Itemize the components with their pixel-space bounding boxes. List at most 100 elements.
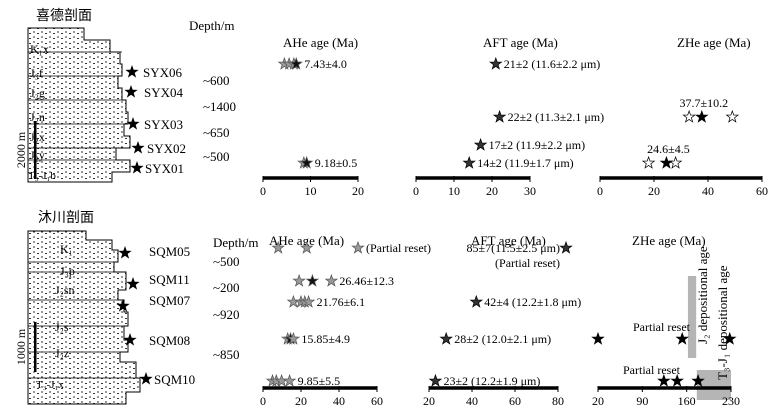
aft-age-star-icon (493, 110, 506, 123)
aft-age-label: 28±2 (12.0±2.1 μm) (454, 332, 551, 346)
section-2-column (27, 230, 141, 405)
formation-label: J₂z (55, 346, 69, 360)
depth-value: ~500 (213, 254, 240, 269)
sample-star-icon (126, 277, 140, 290)
ahe-grain-star-icon (292, 274, 306, 287)
axis-tick-label: 0 (260, 184, 266, 198)
axis-tick-label: 0 (260, 394, 266, 408)
section-1-column (27, 27, 131, 183)
aft-panel-section-2: 20 40 60 80 85±7(11.5±2.5 μm)(Partial reset)… (423, 241, 581, 408)
formation-label: J₂y (30, 148, 45, 162)
sample-label: SQM10 (154, 372, 195, 387)
section-2-title: 沐川剖面 (38, 210, 94, 226)
aft-age-label: 85±7(11.5±2.5 μm) (467, 241, 561, 255)
formation-label: J₃p (60, 264, 75, 278)
aft-age-label: 23±2 (12.2±1.9 μm) (443, 374, 540, 388)
t3-j1-depositional-age-label: T₃-J₁ depositional age (715, 265, 730, 380)
j2-depositional-age-label: J₂ depositional age (695, 246, 710, 344)
axis-tick-label: 80 (552, 394, 564, 408)
ahe-panel-section-2: 0 20 40 60 (Partial reset) 26.46±12.3 21.76±6.… (260, 241, 431, 408)
ahe-age-label: 15.85±4.9 (301, 332, 350, 346)
aft-age-star-icon (559, 241, 573, 254)
sample-label: SYX01 (145, 161, 184, 176)
zhe-age-label: 37.7±10.2 (679, 96, 728, 110)
axis-tick-label: 20 (423, 394, 435, 408)
sample-label: SYX02 (147, 141, 186, 156)
section-1-scale-label: 2000 m (14, 131, 28, 168)
aft-age-label: 14±2 (11.9±1.7 μm) (477, 156, 574, 170)
axis-tick-label: 230 (722, 394, 740, 408)
ahe-age-label: 26.46±12.3 (339, 274, 394, 288)
zhe-grain-filled-star-icon (591, 332, 605, 345)
aft-age-label: 21±2 (11.6±2.2 μm) (504, 57, 601, 71)
section-2-scale-bar (34, 322, 37, 372)
ahe-age-label: 9.85±5.5 (298, 374, 341, 388)
formation-label: J₂s (55, 320, 69, 334)
t3-j1-depositional-age-band (696, 370, 731, 400)
zhe-grain-open-star-icon (682, 110, 696, 123)
zhe-grain-filled-star-icon (675, 332, 689, 345)
axis-tick-label: 60 (509, 394, 521, 408)
depth-header: Depth/m (213, 235, 259, 250)
depth-value: ~650 (203, 125, 230, 140)
axis-tick-label: 20 (648, 184, 660, 198)
formation-label: T₃-J₁b (28, 170, 56, 182)
aft-age-label: 22±2 (11.3±2.1 μm) (508, 110, 604, 124)
formation-label: J₂g (30, 86, 45, 100)
formation-label: K₁x (30, 42, 49, 56)
zhe-grain-filled-star-icon (695, 110, 709, 123)
axis-tick-label: 160 (678, 394, 696, 408)
section-1-title: 喜德剖面 (36, 8, 92, 24)
depth-value: ~600 (203, 73, 230, 88)
aft-age-label: 17±2 (11.9±2.2 μm) (489, 138, 585, 152)
zhe-panel-section-1: 0 20 40 60 37.7±10.2 24.6±4.5 (597, 96, 768, 198)
aft-age-star-icon (489, 57, 503, 70)
aft-age-star-icon (474, 138, 487, 151)
axis-tick-label: 20 (486, 184, 498, 198)
formation-label: K₁ (60, 242, 73, 256)
aft-age-star-icon (429, 374, 442, 387)
axis-tick-label: 10 (448, 184, 460, 198)
formation-label: J₂sn (55, 283, 75, 297)
formation-label: J₃f (30, 66, 43, 80)
ahe-age-label: 9.18±0.5 (315, 156, 358, 170)
sample-label: SYX03 (144, 117, 183, 132)
zhe-grain-open-star-icon (725, 110, 739, 123)
zhe-partial-reset-label: Partial reset (623, 363, 681, 377)
axis-tick-label: 90 (636, 394, 648, 408)
zhe-panel-title: ZHe age (Ma) (632, 233, 706, 248)
ahe-grain-star-icon (351, 241, 365, 254)
sample-label: SQM11 (149, 272, 190, 287)
ahe-grain-star-icon (325, 274, 338, 287)
ahe-grain-star-icon (283, 374, 296, 387)
aft-age-star-icon (462, 156, 476, 169)
depth-value: ~200 (213, 280, 240, 295)
sample-star-icon (130, 161, 144, 174)
depth-header: Depth/m (189, 18, 235, 33)
aft-age-star-icon (469, 295, 483, 308)
sample-label: SQM05 (149, 244, 190, 259)
axis-tick-label: 60 (756, 184, 768, 198)
depth-value: ~500 (203, 149, 230, 164)
sample-star-icon (139, 372, 153, 385)
axis-tick-label: 0 (597, 184, 603, 198)
ahe-age-label: 7.43±4.0 (304, 57, 347, 71)
aft-age-label: 42±4 (12.2±1.8 μm) (484, 295, 581, 309)
ahe-age-label: 21.76±6.1 (317, 295, 366, 309)
aft-age-star-icon (439, 332, 453, 345)
depth-value: ~920 (213, 307, 240, 322)
zhe-grain-open-star-icon (669, 156, 682, 169)
aft-panel-title: AFT age (Ma) (471, 233, 546, 248)
axis-tick-label: 20 (295, 394, 307, 408)
section-1-scale-bar (34, 121, 37, 179)
sample-label: SYX06 (143, 65, 183, 80)
formation-label: J₂x (30, 130, 45, 144)
aft-panel-title: AFT age (Ma) (483, 35, 558, 50)
axis-tick-label: 10 (305, 184, 317, 198)
axis-tick-label: 40 (702, 184, 714, 198)
axis-tick-label: 40 (333, 394, 345, 408)
j2-depositional-age-band (687, 276, 697, 358)
section-2-scale-label: 1000 m (14, 328, 28, 365)
sample-star-icon (125, 65, 139, 78)
ahe-age-label: (Partial reset) (366, 241, 431, 255)
